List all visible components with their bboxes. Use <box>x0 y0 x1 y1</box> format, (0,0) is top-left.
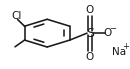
Text: +: + <box>122 42 129 51</box>
Text: O: O <box>104 28 112 38</box>
Text: O: O <box>86 52 94 62</box>
Text: S: S <box>86 27 94 40</box>
Text: Cl: Cl <box>12 11 22 21</box>
Text: Na: Na <box>112 47 126 57</box>
Text: −: − <box>109 24 116 33</box>
Text: O: O <box>86 5 94 15</box>
